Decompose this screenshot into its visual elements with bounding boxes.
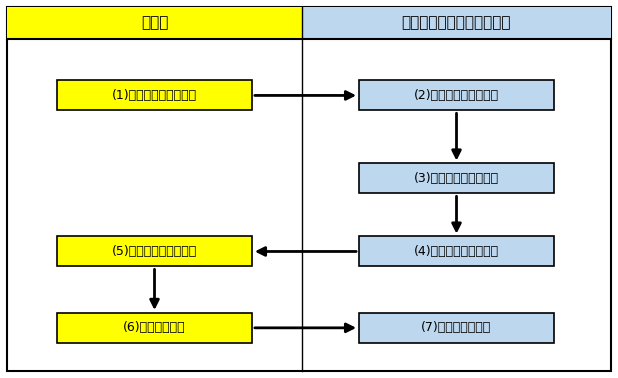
Bar [302,7,611,39]
Text: (3)仮換地証明書　作成: (3)仮換地証明書 作成 [414,172,499,185]
Text: (1)仮換地証明願　提出: (1)仮換地証明願 提出 [112,89,197,102]
Bar [57,81,252,110]
Text: (5)仮換地証明書　受領: (5)仮換地証明書 受領 [112,245,197,258]
Text: 飯山満土地区画整理事務所: 飯山満土地区画整理事務所 [402,15,511,31]
Text: (6)受領書　提出: (6)受領書 提出 [123,321,186,334]
Bar [359,163,554,194]
Text: (7)受領書　受取り: (7)受領書 受取り [421,321,492,334]
Text: (2)仮換地証明願　受理: (2)仮換地証明願 受理 [414,89,499,102]
Bar [57,313,252,343]
Bar [359,81,554,110]
Bar [359,313,554,343]
Bar [359,237,554,266]
Bar [57,237,252,266]
Bar [7,7,302,39]
Text: (4)仮換地証明書　交付: (4)仮換地証明書 交付 [414,245,499,258]
Text: 申請者: 申請者 [141,15,168,31]
